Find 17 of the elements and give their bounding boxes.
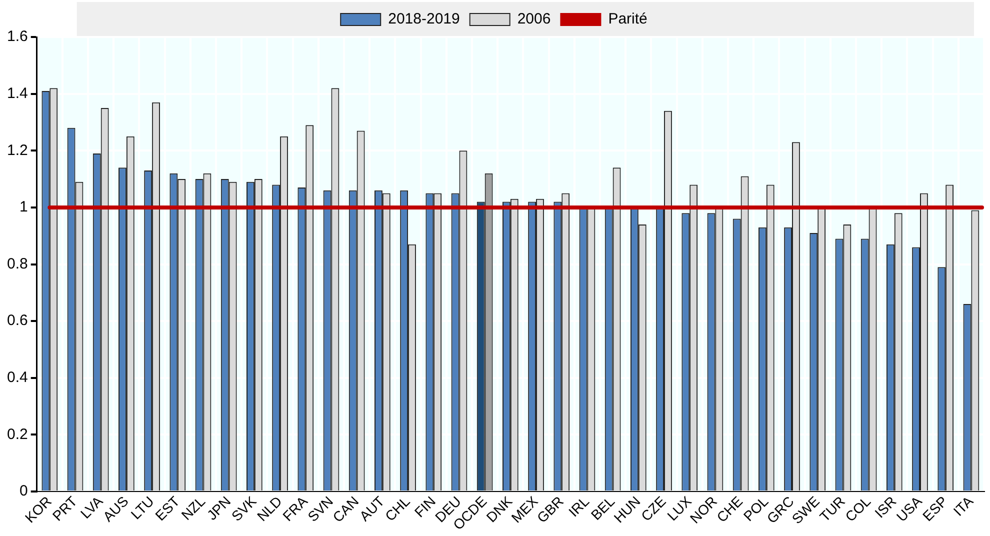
y-tick-label: 1.6 <box>6 28 28 46</box>
x-tick-label: ITA <box>950 492 977 519</box>
x-tick-label: LVA <box>77 492 106 522</box>
legend-label: 2018-2019 <box>388 10 460 28</box>
x-tick-label: CHL <box>382 492 414 524</box>
y-tick-label: 1.2 <box>6 142 28 159</box>
y-tick-label: 1.4 <box>6 84 28 102</box>
y-tick-label: 0.8 <box>6 255 28 272</box>
x-tick-label: NZL <box>178 492 208 524</box>
y-tick-label: 0.4 <box>6 369 28 386</box>
y-tick-label: 0.2 <box>6 426 28 443</box>
y-tick-label: 0.6 <box>6 312 28 330</box>
legend-label: 2006 <box>517 10 551 28</box>
x-tick-label: IRL <box>565 492 592 520</box>
y-tick-label: 1 <box>20 198 28 216</box>
legend-label: Parité <box>608 10 648 28</box>
y-tick-label: 0 <box>20 482 28 500</box>
